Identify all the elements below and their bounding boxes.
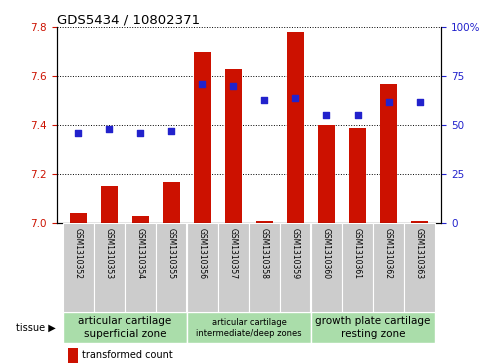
Text: GSM1310354: GSM1310354 xyxy=(136,228,145,279)
Bar xyxy=(101,187,118,223)
Text: GSM1310362: GSM1310362 xyxy=(384,228,393,279)
Text: transformed count: transformed count xyxy=(82,350,173,360)
Bar xyxy=(132,216,149,223)
Bar xyxy=(256,221,273,223)
Point xyxy=(416,99,423,105)
Text: GSM1310352: GSM1310352 xyxy=(74,228,83,279)
Text: GSM1310356: GSM1310356 xyxy=(198,228,207,279)
Point xyxy=(322,113,330,118)
Text: GSM1310355: GSM1310355 xyxy=(167,228,176,279)
Bar xyxy=(373,223,404,312)
Text: GDS5434 / 10802371: GDS5434 / 10802371 xyxy=(57,13,200,26)
Text: GSM1310359: GSM1310359 xyxy=(291,228,300,279)
Bar xyxy=(280,223,311,312)
Point xyxy=(291,95,299,101)
Text: growth plate cartilage
resting zone: growth plate cartilage resting zone xyxy=(316,317,431,339)
Bar xyxy=(156,223,187,312)
Bar xyxy=(194,52,211,223)
Bar xyxy=(63,223,94,312)
Bar xyxy=(163,182,180,223)
Text: GSM1310358: GSM1310358 xyxy=(260,228,269,279)
Text: articular cartilage
superficial zone: articular cartilage superficial zone xyxy=(78,317,172,339)
Point xyxy=(260,97,268,103)
Point xyxy=(106,126,113,132)
Text: articular cartilage
intermediate/deep zones: articular cartilage intermediate/deep zo… xyxy=(196,318,302,338)
Bar xyxy=(63,312,187,343)
Text: GSM1310361: GSM1310361 xyxy=(353,228,362,279)
Point xyxy=(230,83,238,89)
Bar xyxy=(94,223,125,312)
Bar xyxy=(187,223,218,312)
Point xyxy=(353,113,361,118)
Bar xyxy=(349,128,366,223)
Point xyxy=(74,130,82,136)
Text: tissue ▶: tissue ▶ xyxy=(16,323,56,333)
Bar xyxy=(311,223,342,312)
Bar xyxy=(311,312,435,343)
Bar xyxy=(411,221,428,223)
Point xyxy=(137,130,144,136)
Point xyxy=(168,128,176,134)
Bar xyxy=(287,32,304,223)
Text: GSM1310353: GSM1310353 xyxy=(105,228,114,279)
Bar xyxy=(318,125,335,223)
Bar xyxy=(187,312,311,343)
Bar xyxy=(218,223,249,312)
Bar xyxy=(404,223,435,312)
Bar xyxy=(70,213,87,223)
Bar xyxy=(249,223,280,312)
Text: GSM1310363: GSM1310363 xyxy=(415,228,424,279)
Point xyxy=(199,81,207,87)
Bar xyxy=(125,223,156,312)
Bar xyxy=(380,83,397,223)
Bar xyxy=(225,69,242,223)
Bar xyxy=(68,348,78,363)
Bar xyxy=(342,223,373,312)
Text: GSM1310357: GSM1310357 xyxy=(229,228,238,279)
Point xyxy=(385,99,392,105)
Text: GSM1310360: GSM1310360 xyxy=(322,228,331,279)
